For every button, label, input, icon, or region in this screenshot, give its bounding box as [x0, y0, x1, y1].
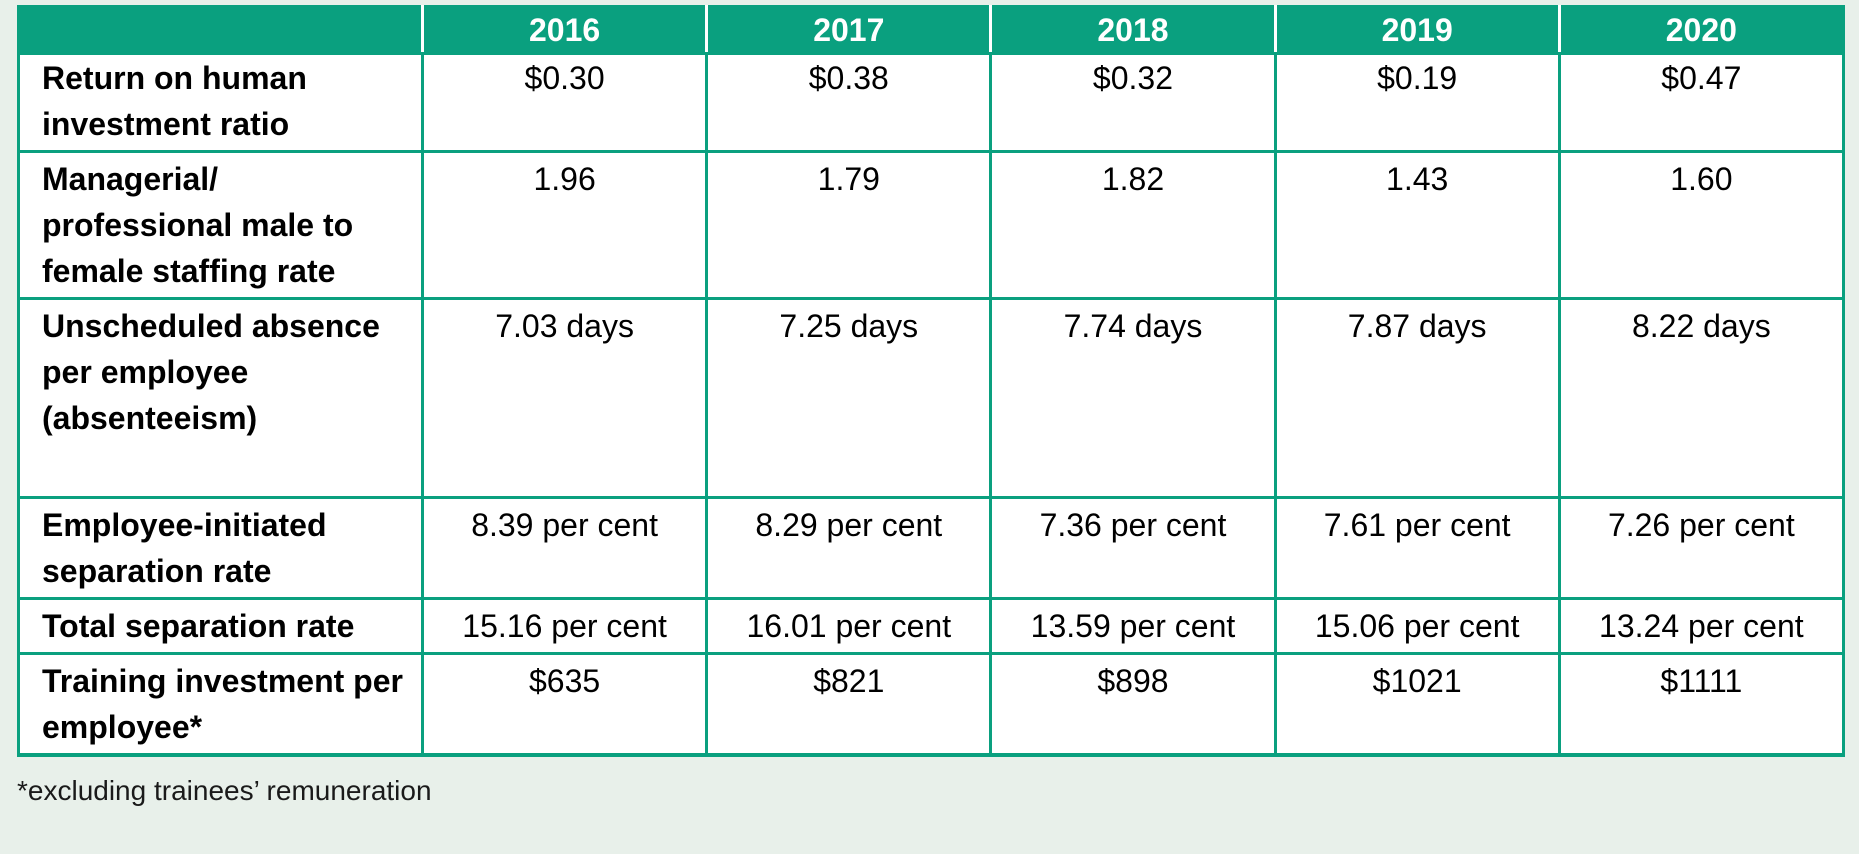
table-row-male-female-staffing-rate: Managerial/ professional male to female … — [17, 150, 1845, 300]
header-cell-corner — [17, 5, 424, 55]
footnote: *excluding trainees’ remuneration — [17, 775, 432, 806]
table-cell: 7.25 days — [705, 297, 993, 499]
table-cell: 13.24 per cent — [1557, 597, 1845, 655]
row-label: Employee-initiated separation rate — [17, 496, 424, 600]
header-cell-2020: 2020 — [1557, 5, 1845, 55]
table-row-return-on-human-investment: Return on human investment ratio $0.30 $… — [17, 52, 1845, 153]
table-cell: $898 — [989, 652, 1277, 757]
table-cell: 15.16 per cent — [420, 597, 709, 655]
row-label: Training investment per employee* — [17, 652, 424, 757]
table-cell: 1.96 — [420, 150, 709, 300]
header-cell-2016: 2016 — [420, 5, 709, 55]
table-cell: $1021 — [1273, 652, 1561, 757]
metrics-table: 2016 2017 2018 2019 2020 Return on human… — [17, 5, 1845, 757]
table-row-training-investment: Training investment per employee* $635 $… — [17, 652, 1845, 757]
row-label: Return on human investment ratio — [17, 52, 424, 153]
table-cell: 7.26 per cent — [1557, 496, 1845, 600]
table-cell: 7.74 days — [989, 297, 1277, 499]
table-row-employee-initiated-separation: Employee-initiated separation rate 8.39 … — [17, 496, 1845, 600]
table-cell: 7.36 per cent — [989, 496, 1277, 600]
table-cell: $0.30 — [420, 52, 709, 153]
table-cell: 7.87 days — [1273, 297, 1561, 499]
table-header-row: 2016 2017 2018 2019 2020 — [17, 5, 1845, 55]
header-cell-2018: 2018 — [989, 5, 1277, 55]
table-cell: 1.60 — [1557, 150, 1845, 300]
table-cell: 8.29 per cent — [705, 496, 993, 600]
table-cell: $0.19 — [1273, 52, 1561, 153]
table-cell: 8.22 days — [1557, 297, 1845, 499]
header-cell-2019: 2019 — [1273, 5, 1561, 55]
table-cell: 15.06 per cent — [1273, 597, 1561, 655]
table-row-total-separation-rate: Total separation rate 15.16 per cent 16.… — [17, 597, 1845, 655]
row-label: Unscheduled absence per employee (absent… — [17, 297, 424, 499]
table-cell: $0.38 — [705, 52, 993, 153]
table-cell: 8.39 per cent — [420, 496, 709, 600]
table-cell: 7.03 days — [420, 297, 709, 499]
row-label: Total separation rate — [17, 597, 424, 655]
table-cell: 1.79 — [705, 150, 993, 300]
header-cell-2017: 2017 — [705, 5, 993, 55]
table-cell: 1.43 — [1273, 150, 1561, 300]
table-cell: $0.32 — [989, 52, 1277, 153]
table-row-unscheduled-absence: Unscheduled absence per employee (absent… — [17, 297, 1845, 499]
table-cell: $821 — [705, 652, 993, 757]
table-cell: 16.01 per cent — [705, 597, 993, 655]
table-cell: 13.59 per cent — [989, 597, 1277, 655]
table-cell: 1.82 — [989, 150, 1277, 300]
metrics-table-container: 2016 2017 2018 2019 2020 Return on human… — [17, 5, 1845, 757]
table-cell: $1111 — [1557, 652, 1845, 757]
table-cell: $0.47 — [1557, 52, 1845, 153]
table-cell: $635 — [420, 652, 709, 757]
row-label: Managerial/ professional male to female … — [17, 150, 424, 300]
table-cell: 7.61 per cent — [1273, 496, 1561, 600]
